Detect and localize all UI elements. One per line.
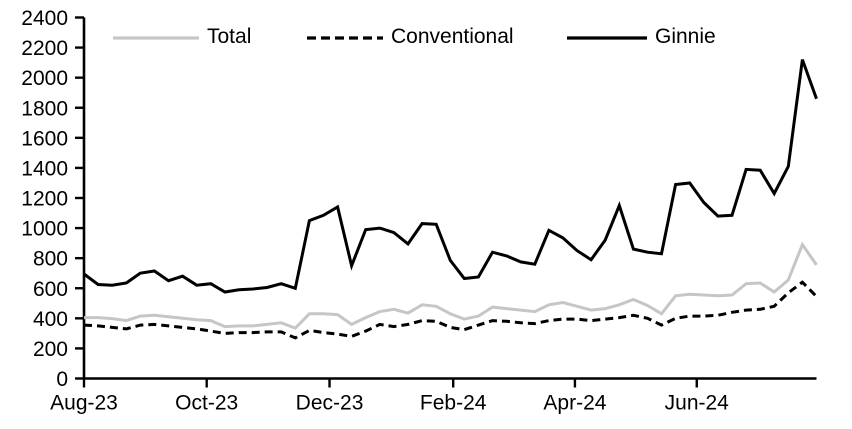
y-axis-tick-label: 1400 [21, 157, 68, 180]
x-axis-tick-label: Jun-24 [665, 392, 730, 415]
y-axis-tick-label: 600 [33, 278, 68, 301]
y-axis-tick-label: 1200 [21, 188, 68, 211]
legend-label-total: Total [207, 25, 252, 48]
y-axis-tick-label: 1000 [21, 218, 68, 241]
conventional-line [83, 280, 818, 340]
y-axis-tick-label: 800 [33, 248, 68, 271]
y-axis-tick-label: 2000 [21, 67, 68, 90]
legend-label-conventional: Conventional [391, 25, 514, 48]
y-axis-tick-label: 1800 [21, 97, 68, 120]
y-axis-tick-label: 2200 [21, 37, 68, 60]
legend-label-ginnie: Ginnie [655, 25, 716, 48]
y-axis-tick-label: 2400 [21, 7, 68, 30]
y-axis-tick-label: 400 [33, 308, 68, 331]
y-axis-tick-label: 0 [56, 368, 68, 391]
x-axis-tick-label: Aug-23 [50, 392, 118, 415]
x-axis-tick-label: Dec-23 [296, 392, 364, 415]
x-axis-tick-label: Feb-24 [420, 392, 487, 415]
x-axis-tick-label: Oct-23 [175, 392, 238, 415]
y-axis-tick-label: 1600 [21, 127, 68, 150]
y-axis-tick-label: 200 [33, 338, 68, 361]
total-line [84, 241, 818, 330]
ginnie-line [83, 59, 818, 294]
x-axis-tick-label: Apr-24 [543, 392, 606, 415]
